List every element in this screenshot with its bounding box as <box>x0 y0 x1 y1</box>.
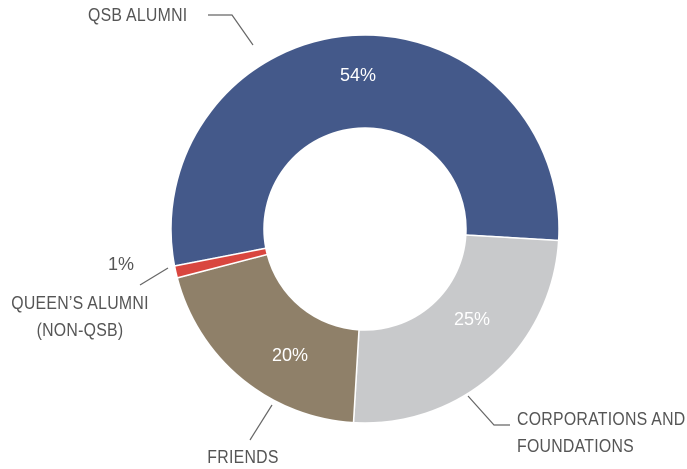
leader-line <box>467 395 510 426</box>
category-label: QUEEN’S ALUMNI (NON-QSB) <box>11 293 149 340</box>
value-label: 54% <box>340 65 376 85</box>
value-label: 1% <box>108 254 134 274</box>
value-label: 20% <box>272 345 308 365</box>
donut-slice <box>176 253 360 424</box>
leader-line <box>208 14 254 46</box>
category-label: QSB ALUMNI <box>88 5 188 25</box>
donut-slice <box>170 34 560 267</box>
category-label: CORPORATIONS AND FOUNDATIONS <box>517 409 686 456</box>
donut-slice <box>173 247 269 279</box>
donut-slice <box>352 234 560 424</box>
leader-line <box>139 267 169 286</box>
value-label: 25% <box>454 309 490 329</box>
category-label: FRIENDS <box>207 447 279 467</box>
leader-line <box>249 404 273 441</box>
